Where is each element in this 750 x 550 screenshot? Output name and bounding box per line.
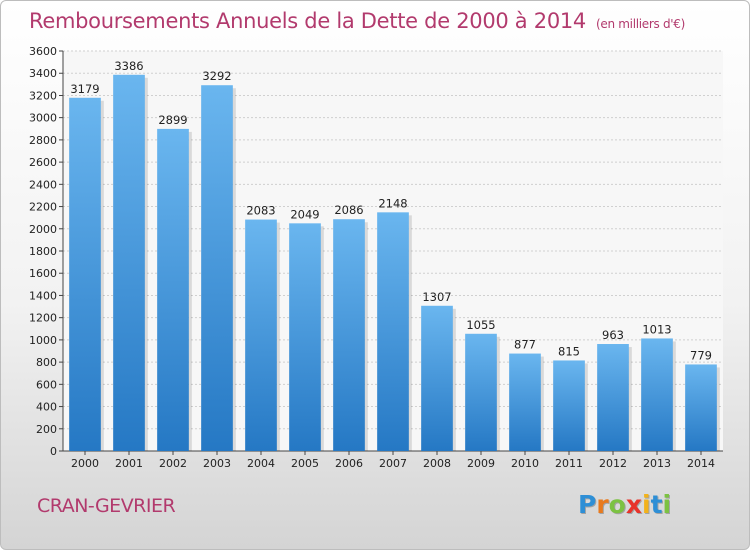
- data-label: 2083: [246, 204, 275, 218]
- y-tick-label: 600: [36, 378, 57, 391]
- y-tick-label: 1000: [29, 334, 57, 347]
- data-label: 3386: [114, 59, 143, 73]
- data-label: 1307: [422, 290, 451, 304]
- bar: [333, 219, 365, 451]
- bar: [597, 344, 629, 451]
- bar: [377, 212, 409, 451]
- data-label: 815: [558, 344, 580, 358]
- y-tick-label: 2800: [29, 134, 57, 147]
- chart-title-unit: (en milliers d'€): [596, 17, 686, 31]
- bar: [553, 360, 585, 451]
- x-tick-label: 2006: [335, 457, 363, 470]
- y-tick-label: 2600: [29, 156, 57, 169]
- data-label: 1055: [466, 318, 495, 332]
- bar: [113, 74, 145, 452]
- data-label: 2086: [334, 203, 363, 217]
- y-tick-label: 0: [50, 445, 57, 458]
- y-tick-label: 800: [36, 356, 57, 369]
- logo-letter: t: [650, 490, 663, 519]
- y-tick-label: 3000: [29, 112, 57, 125]
- logo-letter: r: [596, 490, 609, 519]
- chart-title: Remboursements Annuels de la Dette de 20…: [29, 9, 685, 33]
- x-tick-label: 2007: [379, 457, 407, 470]
- logo-letter: i: [662, 490, 672, 519]
- data-label: 2148: [378, 196, 407, 210]
- bar: [421, 305, 453, 451]
- x-tick-label: 2012: [599, 457, 627, 470]
- chart-title-text: Remboursements Annuels de la Dette de 20…: [29, 9, 586, 33]
- y-tick-label: 2400: [29, 178, 57, 191]
- y-tick-label: 1400: [29, 289, 57, 302]
- y-tick-label: 2000: [29, 223, 57, 236]
- data-label: 3179: [70, 82, 99, 96]
- x-tick-label: 2011: [555, 457, 583, 470]
- x-tick-label: 2010: [511, 457, 539, 470]
- bar: [509, 353, 541, 451]
- x-tick-label: 2014: [687, 457, 715, 470]
- bar: [685, 364, 717, 451]
- x-tick-label: 2009: [467, 457, 495, 470]
- x-tick-label: 2000: [71, 457, 99, 470]
- y-tick-label: 3200: [29, 89, 57, 102]
- logo-letter: i: [642, 490, 651, 519]
- x-tick-label: 2004: [247, 457, 275, 470]
- bar: [157, 128, 189, 451]
- y-tick-label: 400: [36, 401, 57, 414]
- x-tick-label: 2001: [115, 457, 143, 470]
- y-tick-label: 1600: [29, 267, 57, 280]
- data-label: 2049: [290, 207, 319, 221]
- bar: [289, 223, 321, 451]
- x-tick-label: 2013: [643, 457, 671, 470]
- y-tick-label: 1800: [29, 245, 57, 258]
- data-label: 2899: [158, 113, 187, 127]
- bar: [69, 97, 101, 452]
- logo-letter: P: [578, 490, 597, 519]
- x-tick-label: 2003: [203, 457, 231, 470]
- x-tick-label: 2008: [423, 457, 451, 470]
- bar: [245, 219, 277, 451]
- data-label: 963: [602, 328, 624, 342]
- bars: [69, 74, 720, 452]
- data-label: 3292: [202, 69, 231, 83]
- y-tick-label: 3400: [29, 67, 57, 80]
- logo-letter: x: [625, 490, 642, 519]
- y-tick-label: 2200: [29, 201, 57, 214]
- bar: [465, 333, 497, 451]
- x-tick-label: 2002: [159, 457, 187, 470]
- city-name: CRAN-GEVRIER: [37, 495, 176, 517]
- logo-letter: o: [608, 490, 626, 519]
- data-label: 779: [690, 348, 712, 362]
- labels: 0 200 400 600 800 1000 1200 1400 1600 1800 2000 220…: [29, 45, 715, 470]
- data-label: 1013: [642, 322, 671, 336]
- x-tick-label: 2005: [291, 457, 319, 470]
- data-label: 877: [514, 338, 536, 352]
- y-tick-label: 3600: [29, 45, 57, 58]
- proxiti-logo[interactable]: Proxiti: [578, 490, 671, 519]
- bar: [201, 85, 233, 451]
- y-tick-label: 1200: [29, 312, 57, 325]
- bar: [641, 338, 673, 451]
- y-tick-label: 200: [36, 423, 57, 436]
